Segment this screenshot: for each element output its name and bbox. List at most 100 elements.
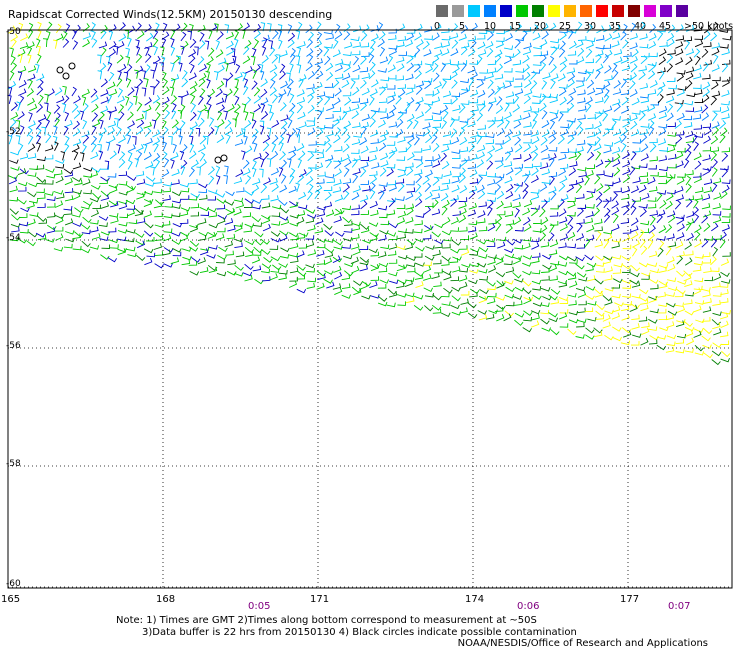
wind-barb (380, 160, 389, 168)
wind-barb (461, 42, 470, 49)
wind-barb (143, 248, 154, 254)
wind-barb (288, 185, 297, 194)
wind-barb (224, 200, 235, 206)
wind-barb (163, 247, 174, 253)
wind-barb (269, 111, 275, 121)
wind-barb (333, 215, 342, 223)
wind-barb (107, 81, 116, 90)
wind-barb (711, 359, 721, 366)
wind-barb (560, 194, 569, 202)
wind-barb (577, 47, 585, 57)
wind-barb (512, 272, 522, 279)
wind-barb (503, 202, 513, 209)
wind-barb (18, 181, 28, 187)
wind-barb (161, 220, 171, 226)
wind-barb (135, 126, 144, 136)
wind-barb (386, 302, 396, 308)
wind-barb (585, 286, 596, 291)
wind-barb (280, 80, 289, 89)
lon-label-165: 165 (1, 594, 21, 605)
wind-barb (188, 261, 198, 266)
wind-barb (406, 180, 415, 186)
wind-barb (53, 104, 61, 114)
wind-barb (100, 165, 109, 170)
wind-barb (7, 94, 12, 105)
wind-barb (188, 196, 198, 201)
wind-barb (541, 197, 550, 202)
wind-barb (405, 216, 414, 224)
wind-barb (504, 294, 515, 299)
wind-barb (225, 191, 235, 197)
wind-barb (135, 170, 145, 177)
wind-barb (523, 106, 532, 113)
wind-barb (666, 256, 675, 264)
wind-barb (532, 294, 542, 300)
wind-barb (414, 274, 424, 280)
contamination-circle (214, 156, 222, 164)
wind-barb (405, 142, 412, 152)
wind-barb (199, 135, 207, 145)
wind-barb (74, 231, 84, 238)
colorbar-label: 30 (584, 21, 597, 32)
wind-barb (233, 237, 244, 243)
wind-barb (124, 30, 130, 40)
wind-barb (513, 82, 523, 88)
wind-barb (623, 74, 632, 81)
wind-barb (351, 233, 360, 240)
wind-barb (71, 213, 82, 218)
wind-barb (270, 231, 281, 237)
wind-barb (405, 292, 415, 298)
wind-barb (368, 154, 377, 162)
wind-barb (722, 205, 731, 210)
wind-barb (73, 24, 81, 34)
wind-barb (694, 89, 703, 96)
wind-barb (584, 175, 590, 186)
wind-barb (701, 203, 711, 210)
wind-barb (631, 97, 640, 106)
wind-barb (567, 120, 574, 130)
wind-barb (324, 83, 334, 88)
wind-barb (360, 156, 370, 162)
wind-barb (622, 284, 632, 289)
wind-barb (316, 124, 326, 130)
wind-barb (613, 136, 622, 145)
wind-barb (497, 236, 507, 242)
wind-barb (423, 49, 432, 57)
wind-barb (404, 39, 413, 48)
wind-barb (477, 144, 486, 153)
wind-barb (270, 71, 278, 81)
wind-barb (604, 309, 614, 315)
wind-barb (386, 111, 395, 120)
wind-barb (550, 298, 560, 305)
wind-barb (10, 127, 17, 137)
wind-barb (91, 94, 99, 103)
wind-barb (477, 210, 486, 218)
wind-barb (341, 283, 351, 290)
wind-barb (226, 72, 234, 82)
wind-barb (568, 87, 577, 96)
wind-barb (451, 286, 461, 292)
wind-barb (710, 96, 718, 106)
wind-barb (476, 112, 484, 122)
wind-barb (215, 165, 221, 176)
wind-barb (540, 287, 551, 292)
wind-barb (566, 271, 577, 277)
wind-barb (558, 112, 564, 122)
wind-barb (332, 186, 342, 193)
wind-barb (65, 237, 75, 243)
wind-barb (693, 124, 702, 130)
wind-barb (172, 223, 183, 228)
wind-barb (81, 229, 91, 235)
wind-barb (171, 212, 181, 218)
wind-barb (488, 219, 497, 225)
wind-barb (676, 73, 685, 82)
wind-barb (270, 238, 281, 243)
wind-barb (522, 287, 532, 295)
wind-barb (638, 229, 645, 239)
wind-barb (568, 310, 579, 316)
wind-barb (694, 239, 703, 248)
wind-barb (675, 241, 684, 249)
wind-barb (650, 171, 659, 177)
wind-barb (630, 63, 638, 73)
wind-barb (259, 168, 264, 178)
